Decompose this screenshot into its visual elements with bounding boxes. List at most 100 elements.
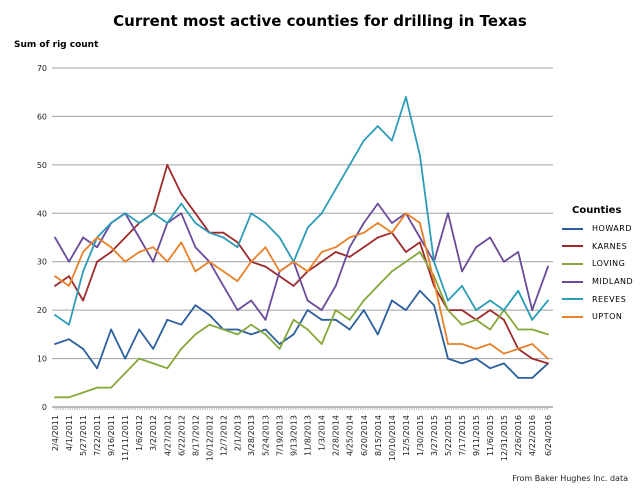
data-point-midland bbox=[461, 270, 463, 273]
data-point-howard bbox=[292, 333, 295, 336]
data-point-karnes bbox=[419, 241, 421, 244]
data-point-reeves bbox=[475, 309, 477, 312]
x-tick-label: 6/24/2016 bbox=[544, 415, 553, 456]
data-point-reeves bbox=[180, 202, 183, 205]
x-tick-label: 10/10/2014 bbox=[388, 415, 397, 461]
data-point-howard bbox=[208, 314, 211, 316]
data-point-reeves bbox=[208, 231, 211, 234]
data-point-howard bbox=[376, 333, 379, 336]
data-point-reeves bbox=[222, 236, 225, 239]
data-point-upton bbox=[138, 251, 141, 253]
data-point-midland bbox=[419, 236, 421, 239]
data-point-howard bbox=[166, 318, 169, 321]
data-point-howard bbox=[517, 377, 520, 379]
data-point-loving bbox=[152, 362, 155, 365]
legend-swatch bbox=[562, 262, 583, 265]
data-point-karnes bbox=[531, 357, 534, 360]
y-axis-label: Sum of rig count bbox=[14, 40, 99, 50]
x-tick-label: 2/26/2016 bbox=[514, 415, 523, 456]
data-point-karnes bbox=[320, 260, 323, 263]
series-line-howard bbox=[54, 289, 549, 379]
legend-item-reeves: REEVES bbox=[560, 290, 640, 308]
data-point-howard bbox=[194, 304, 197, 307]
x-tick-label: 11/8/2013 bbox=[304, 415, 313, 456]
data-point-upton bbox=[96, 236, 99, 239]
data-point-upton bbox=[110, 246, 113, 249]
data-point-upton bbox=[68, 285, 70, 287]
data-point-midland bbox=[348, 246, 351, 249]
data-point-reeves bbox=[376, 125, 379, 128]
data-point-howard bbox=[348, 328, 351, 331]
data-point-midland bbox=[250, 299, 253, 302]
data-point-reeves bbox=[166, 222, 169, 224]
x-tick-label: 3/2/2012 bbox=[149, 415, 158, 451]
data-point-midland bbox=[152, 260, 155, 263]
x-tick-label: 2/28/2014 bbox=[332, 415, 341, 456]
legend-item-loving: LOVING bbox=[560, 255, 640, 273]
data-point-reeves bbox=[320, 212, 323, 215]
y-tick-label: 30 bbox=[37, 258, 47, 267]
data-point-howard bbox=[362, 309, 365, 312]
data-point-upton bbox=[419, 222, 421, 224]
data-point-karnes bbox=[222, 231, 225, 234]
x-tick-label: 5/27/2011 bbox=[79, 415, 88, 456]
legend-swatch bbox=[562, 245, 583, 248]
data-point-loving bbox=[96, 386, 99, 389]
data-point-howard bbox=[433, 304, 435, 307]
data-point-upton bbox=[461, 343, 463, 345]
data-point-midland bbox=[362, 222, 365, 224]
data-point-howard bbox=[250, 333, 253, 336]
data-point-loving bbox=[547, 333, 549, 336]
data-point-karnes bbox=[166, 163, 169, 166]
data-point-midland bbox=[475, 246, 477, 249]
x-tick-label: 4/25/2014 bbox=[346, 415, 355, 456]
data-point-reeves bbox=[348, 163, 351, 166]
data-point-reeves bbox=[278, 236, 281, 239]
data-point-upton bbox=[180, 241, 183, 244]
data-point-upton bbox=[194, 270, 197, 273]
data-point-howard bbox=[264, 328, 267, 331]
data-point-reeves bbox=[517, 289, 520, 292]
y-tick-label: 10 bbox=[37, 355, 47, 364]
data-point-midland bbox=[194, 246, 197, 249]
data-point-howard bbox=[278, 343, 281, 345]
data-point-midland bbox=[447, 212, 449, 215]
data-point-loving bbox=[362, 299, 365, 302]
data-point-loving bbox=[306, 328, 309, 331]
data-point-loving bbox=[320, 343, 323, 345]
data-point-reeves bbox=[264, 222, 267, 224]
data-point-loving bbox=[489, 328, 492, 331]
x-tick-label: 3/27/2015 bbox=[430, 415, 439, 456]
data-point-loving bbox=[419, 251, 421, 253]
data-point-midland bbox=[376, 202, 379, 205]
data-point-upton bbox=[475, 347, 477, 350]
data-point-loving bbox=[110, 386, 113, 389]
legend-swatch bbox=[562, 315, 583, 318]
data-point-reeves bbox=[110, 222, 113, 224]
data-point-midland bbox=[489, 236, 492, 239]
data-point-howard bbox=[54, 343, 56, 345]
data-point-upton bbox=[264, 246, 267, 249]
data-point-karnes bbox=[404, 251, 407, 253]
data-point-upton bbox=[334, 246, 337, 249]
data-point-upton bbox=[124, 260, 127, 263]
data-point-reeves bbox=[531, 318, 534, 321]
data-point-karnes bbox=[124, 236, 127, 239]
data-point-midland bbox=[236, 309, 239, 312]
data-point-loving bbox=[348, 318, 351, 321]
x-tick-label: 1/6/2012 bbox=[135, 415, 144, 451]
legend-swatch bbox=[562, 227, 583, 230]
legend-title: Counties bbox=[572, 205, 622, 216]
data-point-loving bbox=[376, 285, 379, 287]
data-point-loving bbox=[54, 396, 56, 399]
x-tick-label: 3/28/2013 bbox=[247, 415, 256, 456]
data-point-howard bbox=[390, 299, 393, 302]
data-point-upton bbox=[306, 270, 309, 273]
x-tick-label: 12/31/2015 bbox=[500, 415, 509, 461]
data-point-loving bbox=[68, 396, 70, 399]
data-point-karnes bbox=[362, 246, 365, 249]
series-line-midland bbox=[54, 202, 549, 321]
x-tick-label: 7/17/2015 bbox=[458, 415, 467, 456]
